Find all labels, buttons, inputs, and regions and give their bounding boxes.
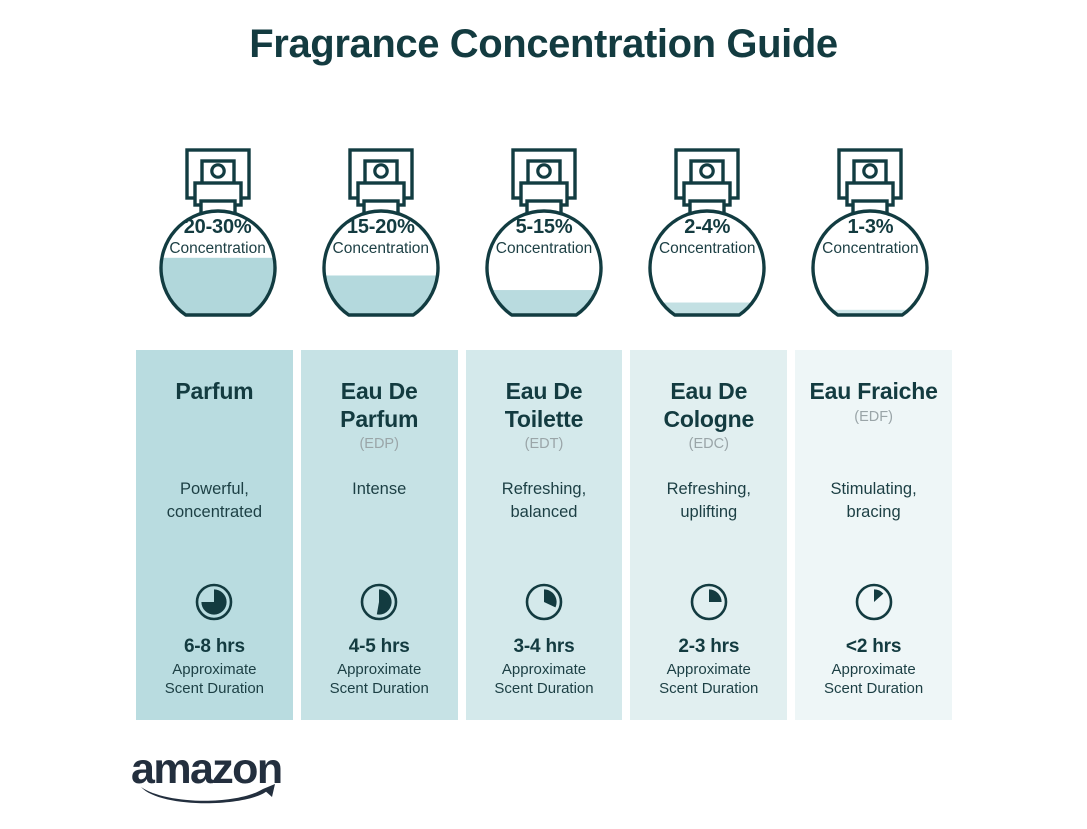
fragrance-abbreviation: (EDC)	[688, 436, 729, 453]
fragrance-description: Powerful, concentrated	[166, 480, 263, 522]
fragrance-card-4: Eau De Cologne (EDC) Refreshing, uplifting 2…	[630, 350, 788, 720]
fragrance-abbreviation: (EDP)	[359, 436, 399, 453]
card-row: Parfum Powerful, concentrated 6-8 hrs Approx…	[136, 350, 952, 720]
bottle-3: 5-15% Concentration	[462, 138, 625, 338]
fragrance-card-2: Eau De Parfum (EDP) Intense 4-5 hrs Approxim…	[300, 350, 458, 720]
duration-label: Approximate Scent Duration	[823, 660, 924, 697]
fragrance-description: Refreshing, balanced	[501, 480, 587, 522]
duration-label: Approximate Scent Duration	[164, 660, 265, 697]
fragrance-description: Stimulating, bracing	[830, 480, 917, 522]
bottle-icon	[648, 148, 766, 317]
duration-group: 4-5 hrs Approximate Scent Duration	[301, 636, 458, 698]
fragrance-name: Parfum	[175, 378, 254, 404]
bottle-1: 20-30% Concentration	[136, 138, 299, 338]
fragrance-name: Eau Fraiche	[809, 378, 938, 404]
duration-value: <2 hrs	[845, 636, 902, 657]
duration-clock	[301, 582, 458, 622]
duration-group: 2-3 hrs Approximate Scent Duration	[630, 636, 787, 698]
duration-group: 6-8 hrs Approximate Scent Duration	[136, 636, 293, 698]
fragrance-name: Eau De Cologne	[663, 378, 755, 432]
amazon-wordmark: amazon	[131, 745, 283, 793]
amazon-smile-icon	[141, 784, 275, 804]
duration-group: 3-4 hrs Approximate Scent Duration	[466, 636, 623, 698]
bottle-row: 20-30% Concentration 15-20% Concentration 5-…	[136, 138, 952, 338]
duration-label: Approximate Scent Duration	[659, 660, 759, 697]
page-title: Fragrance Concentration Guide	[249, 22, 838, 66]
clock-icon	[196, 583, 233, 621]
amazon-logo: amazon	[131, 745, 283, 804]
bottle-5: 1-3% Concentration	[789, 138, 952, 338]
duration-value: 4-5 hrs	[348, 636, 410, 657]
duration-clock	[136, 582, 293, 622]
clock-icon	[690, 583, 728, 621]
fragrance-description: Refreshing, uplifting	[666, 480, 751, 522]
duration-label: Approximate Scent Duration	[329, 660, 429, 697]
fragrance-card-3: Eau De Toilette (EDT) Refreshing, balanced 3…	[465, 350, 623, 720]
duration-clock	[630, 582, 787, 622]
fragrance-abbreviation: (EDF)	[854, 408, 893, 425]
bottle-2: 15-20% Concentration	[299, 138, 462, 338]
fragrance-name: Eau De Toilette	[504, 378, 584, 432]
fragrance-name: Eau De Parfum	[340, 378, 419, 432]
duration-label: Approximate Scent Duration	[494, 660, 594, 697]
clock-icon	[855, 583, 892, 621]
clock-icon	[360, 583, 398, 621]
fragrance-description: Intense	[352, 480, 407, 498]
fragrance-abbreviation: (EDT)	[524, 436, 564, 453]
duration-clock	[466, 582, 623, 622]
bottle-4: 2-4% Concentration	[626, 138, 789, 338]
bottle-icon	[811, 148, 930, 317]
duration-value: 2-3 hrs	[678, 636, 740, 657]
bottle-icon	[485, 148, 603, 317]
bottle-icon	[322, 148, 440, 317]
duration-group: <2 hrs Approximate Scent Duration	[795, 636, 952, 698]
duration-value: 6-8 hrs	[183, 636, 245, 657]
duration-clock	[795, 582, 952, 622]
clock-icon	[525, 583, 563, 621]
fragrance-card-1: Parfum Powerful, concentrated 6-8 hrs Approx…	[136, 350, 293, 720]
duration-value: 3-4 hrs	[513, 636, 575, 657]
fragrance-card-5: Eau Fraiche (EDF) Stimulating, bracing <2 hr…	[795, 350, 952, 720]
bottle-icon	[158, 148, 277, 317]
